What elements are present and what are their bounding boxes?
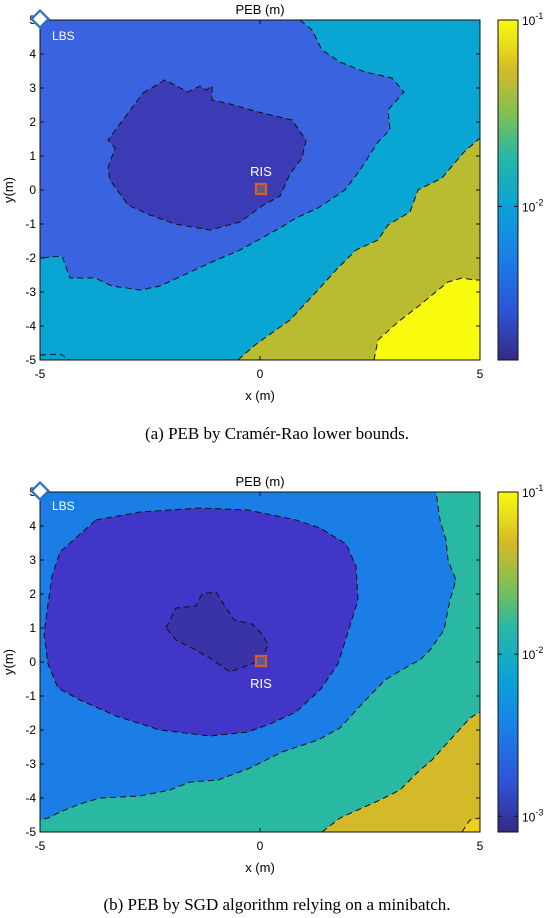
panel-a-level-olive [237, 137, 480, 360]
caption-b: (b) PEB by SGD algorithm relying on a mi… [103, 895, 451, 914]
y-tick-label: 1 [29, 149, 36, 163]
colorbar-tick-label: 10-1 [522, 483, 543, 500]
colorbar-tick-label: 10-1 [522, 11, 543, 28]
panel-b-colorbar [497, 491, 519, 833]
panel-a-colorbar [497, 19, 519, 361]
y-tick-label: -3 [25, 757, 36, 771]
panel-a: PEB (m) 543210-1-2-3-4-5-505 x (m) y(m) … [1, 2, 543, 403]
panel-a-ris-label: RIS [250, 164, 272, 179]
panel-b-colorbar-ticks: 10-1 10-2 10-3 [498, 483, 543, 824]
y-tick-label: -4 [25, 791, 36, 805]
panel-a-title: PEB (m) [235, 2, 284, 17]
panel-b-ris-marker [254, 654, 268, 668]
panel-a-bottom-left-line [40, 353, 71, 360]
panel-b-title: PEB (m) [235, 474, 284, 489]
y-tick-label: 2 [29, 587, 36, 601]
y-tick-label: 4 [29, 47, 36, 61]
y-tick-label: -1 [25, 689, 36, 703]
panel-a-colorbar-ticks: 10-1 10-2 [498, 11, 543, 214]
panel-b-lbs-label: LBS [52, 499, 75, 513]
y-tick-label: -1 [25, 217, 36, 231]
y-tick-label: -2 [25, 251, 36, 265]
y-tick-label: -4 [25, 319, 36, 333]
panel-a-ris-marker [254, 182, 268, 196]
y-tick-label: -3 [25, 285, 36, 299]
x-tick-label: 5 [477, 367, 484, 381]
x-tick-label: -5 [35, 367, 46, 381]
y-tick-label: 3 [29, 553, 36, 567]
y-tick-label: -5 [25, 825, 36, 839]
y-tick-label: 2 [29, 115, 36, 129]
x-tick-label: 0 [257, 839, 264, 853]
x-tick-label: 5 [477, 839, 484, 853]
panel-b-ylabel: y(m) [1, 649, 16, 675]
y-tick-label: 3 [29, 81, 36, 95]
y-tick-label: -5 [25, 353, 36, 367]
y-tick-label: 0 [29, 183, 36, 197]
x-tick-label: 0 [257, 367, 264, 381]
panel-b-xlabel: x (m) [245, 860, 275, 875]
panel-b-ris-label: RIS [250, 676, 272, 691]
y-tick-label: 1 [29, 621, 36, 635]
panel-a-lbs-label: LBS [52, 29, 75, 43]
panel-b-level-yellow-corner [461, 817, 480, 832]
panel-a-xlabel: x (m) [245, 388, 275, 403]
colorbar-tick-label: 10-3 [522, 807, 543, 824]
panel-a-lbs-marker [29, 8, 51, 30]
x-tick-label: -5 [35, 839, 46, 853]
panel-b-lbs-marker [29, 480, 51, 502]
y-tick-label: -2 [25, 723, 36, 737]
y-tick-label: 0 [29, 655, 36, 669]
panel-a-level-yellow [373, 277, 480, 360]
colorbar-tick-label: 10-2 [522, 197, 543, 214]
y-tick-label: 4 [29, 519, 36, 533]
panel-a-ylabel: y(m) [1, 177, 16, 203]
panel-b-level-yellowgreen [321, 711, 480, 832]
caption-a: (a) PEB by Cramér-Rao lower bounds. [144, 424, 410, 443]
colorbar-tick-label: 10-2 [522, 645, 543, 662]
panel-b: PEB (m) 543210-1-2-3-4-5-505 x (m) y(m) … [1, 474, 543, 875]
panel-b-level-darkindigo [165, 591, 269, 673]
